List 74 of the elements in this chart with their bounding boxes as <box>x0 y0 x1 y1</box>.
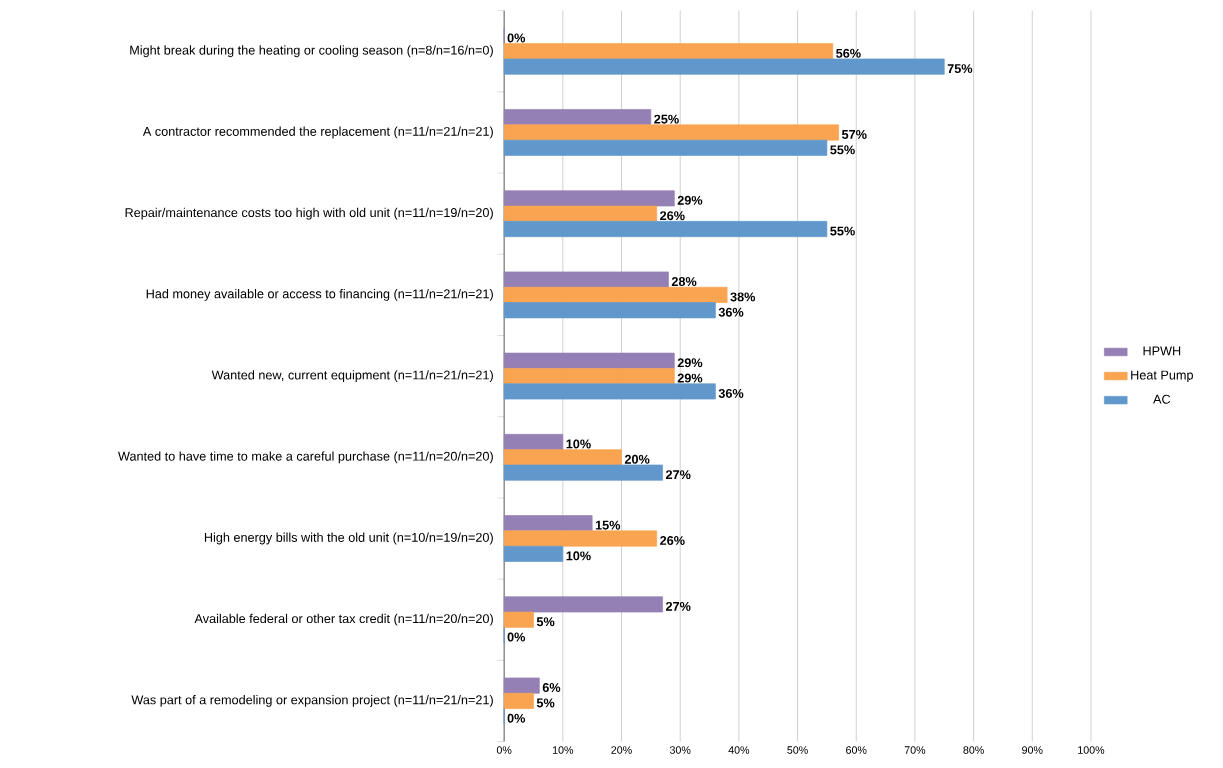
data-label: 75% <box>947 64 973 73</box>
x-tick-label: 10% <box>552 746 574 754</box>
bar <box>503 190 675 207</box>
data-label: 10% <box>566 551 591 561</box>
y-tick-label: A contractor recommended the replacement (n=11/n=21/n=21) <box>142 126 493 139</box>
bar <box>503 545 564 562</box>
legend-label: AC <box>1153 394 1171 404</box>
y-tick-label: High energy bills with the old unit (n=10/n=19/n=20) <box>204 532 493 545</box>
bar <box>503 515 593 532</box>
bar <box>503 677 540 694</box>
y-tick-label: Had money available or access to financing (n=11/n=21/n=21) <box>146 288 493 301</box>
data-label: 29% <box>677 195 703 205</box>
x-tick-label: 100% <box>1078 746 1105 754</box>
bar <box>503 352 675 369</box>
bar <box>503 271 669 288</box>
data-label: 0% <box>507 713 526 723</box>
bar <box>503 58 945 75</box>
bar <box>503 449 622 466</box>
bar <box>503 205 658 222</box>
data-label: 26% <box>660 535 685 545</box>
bar <box>503 692 534 709</box>
data-label: 57% <box>841 129 867 139</box>
data-label: 55% <box>830 226 855 236</box>
bar <box>503 596 663 613</box>
x-tick-label: 90% <box>1022 746 1043 754</box>
bar <box>503 530 658 547</box>
y-tick-label: Wanted new, current equipment (n=11/n=21/n=21) <box>211 370 493 382</box>
bar <box>503 433 564 450</box>
data-label: 0% <box>507 632 526 642</box>
data-label: 0% <box>507 33 526 43</box>
bar <box>503 139 828 156</box>
data-label: 25% <box>654 114 679 124</box>
y-tick-label: Might break during the heating or cooling season (n=8/n=16/n=0) <box>130 45 493 58</box>
bar <box>503 302 716 319</box>
x-tick-label: 30% <box>669 746 691 754</box>
x-tick-label: 60% <box>846 746 867 754</box>
y-tick-label: Repair/maintenance costs too high with old unit (n=11/n=19/n=20) <box>125 207 493 220</box>
data-label: 29% <box>677 358 703 368</box>
bar <box>503 286 728 303</box>
data-label: 55% <box>830 145 855 155</box>
bar <box>503 611 534 628</box>
data-label: 28% <box>671 276 697 286</box>
data-label: 10% <box>566 439 591 449</box>
data-label: 5% <box>536 617 555 627</box>
bar <box>503 464 663 481</box>
x-tick-label: 70% <box>904 746 926 754</box>
data-label: 29% <box>677 373 703 383</box>
bar <box>503 220 828 237</box>
x-tick-label: 0% <box>496 746 512 754</box>
data-label: 36% <box>718 388 744 398</box>
data-label: 56% <box>836 48 861 58</box>
data-label: 26% <box>660 211 685 221</box>
data-label: 6% <box>542 683 561 692</box>
bar <box>503 124 839 141</box>
data-label: 36% <box>718 307 744 317</box>
y-tick-label: Was part of a remodeling or expansion project (n=11/n=21/n=21) <box>131 694 493 707</box>
x-tick-label: 20% <box>611 746 632 754</box>
legend-label: Heat Pump <box>1131 370 1193 382</box>
bar <box>503 383 716 400</box>
data-label: 38% <box>730 292 756 302</box>
y-tick-label: Available federal or other tax credit (n=11/n=20/n=20) <box>194 613 493 626</box>
bar <box>503 368 675 385</box>
data-label: 27% <box>665 601 691 611</box>
data-label: 5% <box>536 698 555 708</box>
x-tick-label: 40% <box>728 746 750 754</box>
legend-label: HPWH <box>1143 346 1181 356</box>
data-label: 20% <box>624 454 650 464</box>
data-label: 15% <box>595 520 621 530</box>
x-tick-label: 80% <box>963 746 984 754</box>
bar <box>503 109 652 126</box>
data-label: 27% <box>665 470 691 480</box>
y-tick-label: Wanted to have time to make a careful purchase (n=11/n=20/n=20) <box>118 451 493 464</box>
bar <box>503 43 834 60</box>
x-tick-label: 50% <box>787 746 808 754</box>
